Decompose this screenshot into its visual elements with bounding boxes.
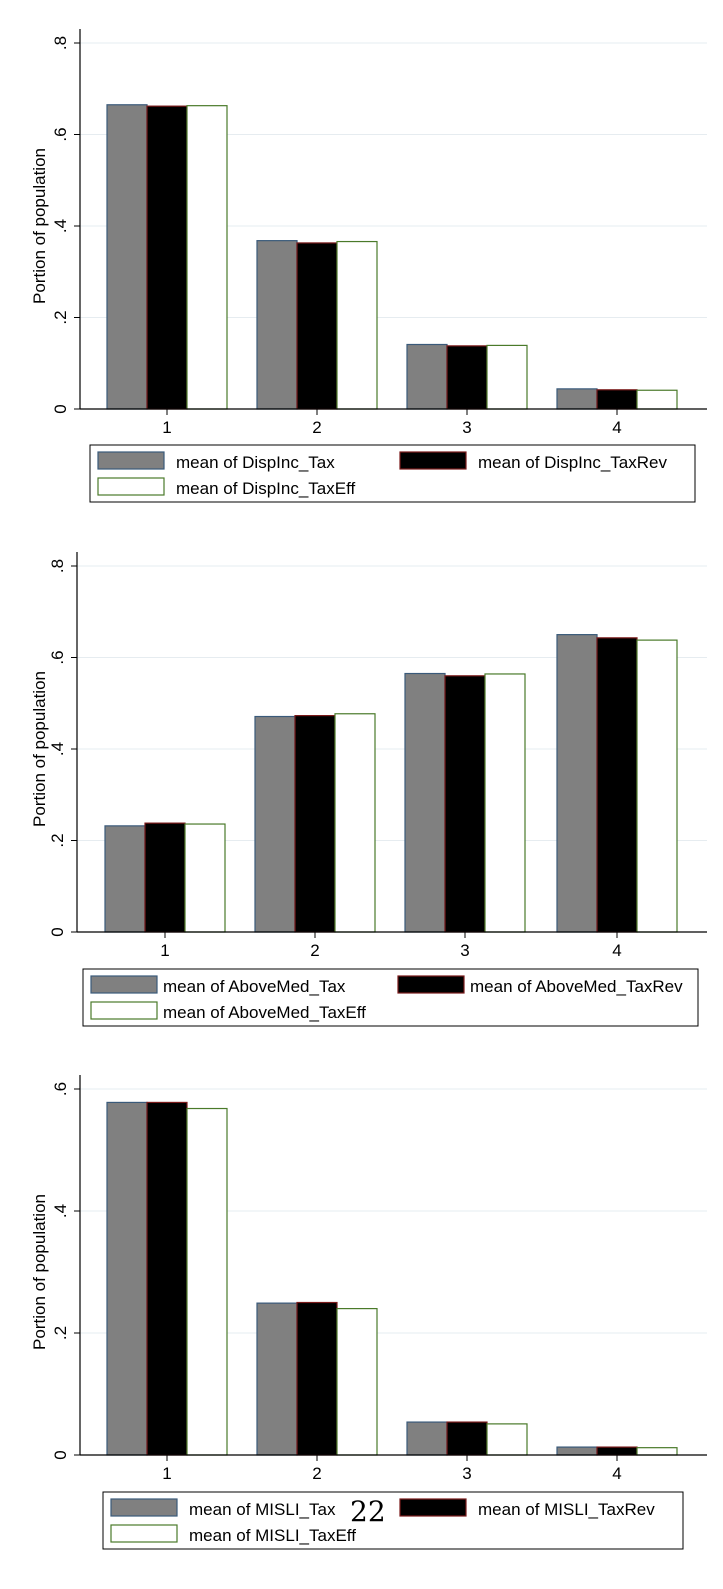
y-tick-label: .6 [51, 127, 70, 141]
y-axis-label: Portion of population [30, 671, 49, 827]
x-tick-label: 2 [310, 941, 319, 960]
bar-1-cat-4 [556, 388, 598, 410]
bar-2-cat-2 [296, 242, 338, 410]
legend-label: mean of AboveMed_Tax [163, 977, 346, 996]
y-tick-label: .6 [48, 650, 67, 664]
bar-3-cat-3 [486, 344, 528, 410]
bar-3-cat-4 [636, 1447, 678, 1456]
legend-label: mean of MISLI_TaxRev [478, 1500, 655, 1519]
legend-label: mean of AboveMed_TaxRev [470, 977, 683, 996]
legend-swatch [397, 975, 465, 994]
y-tick-label: 0 [51, 1450, 70, 1459]
bar-2-cat-4 [596, 1446, 638, 1456]
y-tick-label: .2 [51, 310, 70, 324]
legend-swatch [399, 451, 467, 470]
bar-1-cat-1 [104, 825, 146, 933]
legend-label: mean of MISLI_TaxEff [189, 1526, 356, 1545]
bar-2-cat-2 [294, 715, 336, 933]
bar-1-cat-2 [254, 715, 296, 933]
y-tick-label: 0 [51, 404, 70, 413]
x-tick-label: 3 [460, 941, 469, 960]
x-tick-label: 1 [160, 941, 169, 960]
x-tick-label: 2 [312, 1464, 321, 1483]
bar-2-cat-3 [446, 345, 488, 410]
y-tick-label: .8 [51, 36, 70, 50]
page-number: 22 [350, 1495, 386, 1528]
legend-label: mean of DispInc_Tax [176, 453, 335, 472]
bar-3-cat-2 [336, 240, 378, 410]
bar-1-cat-2 [256, 240, 298, 410]
x-tick-label: 4 [612, 418, 621, 437]
bar-2-cat-1 [144, 822, 186, 933]
y-tick-label: .4 [51, 219, 70, 233]
bar-3-cat-3 [486, 1423, 528, 1456]
legend-swatch [97, 451, 165, 470]
chart-3: 0 .2 .4 .6 Portion of population 1 2 3 4 mean of … [30, 1075, 707, 1550]
y-tick-label: .8 [48, 559, 67, 573]
legend-label: mean of DispInc_TaxRev [478, 453, 667, 472]
legend-box [89, 444, 696, 503]
bar-3-cat-4 [636, 639, 678, 933]
bar-2-cat-3 [446, 1421, 488, 1456]
legend: mean of MISLI_Tax mean of MISLI_TaxRevmea… [102, 1491, 684, 1550]
bar-2-cat-3 [444, 675, 486, 933]
bar-2-cat-1 [146, 1101, 188, 1456]
legend-swatch [90, 975, 158, 994]
bar-2-cat-1 [146, 105, 188, 410]
x-tick-label: 1 [162, 1464, 171, 1483]
bar-3-cat-2 [334, 713, 376, 933]
bar-1-cat-3 [406, 1421, 448, 1456]
y-axis-label: Portion of population [30, 1194, 49, 1350]
legend-swatch [110, 1524, 178, 1543]
x-tick-label: 3 [462, 418, 471, 437]
legend-swatch [110, 1498, 178, 1517]
legend-box [102, 1491, 684, 1550]
bar-1-cat-4 [556, 634, 598, 933]
legend-swatch [97, 477, 165, 496]
y-tick-label: .4 [48, 742, 67, 756]
legend-label: mean of DispInc_TaxEff [176, 479, 355, 498]
bar-3-cat-4 [636, 389, 678, 410]
x-tick-label: 4 [612, 941, 621, 960]
bar-1-cat-3 [406, 343, 448, 410]
bar-1-cat-3 [404, 672, 446, 933]
bar-3-cat-1 [186, 105, 228, 410]
x-tick-label: 3 [462, 1464, 471, 1483]
legend-label: mean of MISLI_Tax [189, 1500, 336, 1519]
bar-2-cat-2 [296, 1301, 338, 1456]
bar-3-cat-2 [336, 1307, 378, 1456]
y-axis-label: Portion of population [30, 148, 49, 304]
chart-2: 0 .2 .4 .6 .8 Portion of population 1 2 3 4 mean o… [30, 552, 707, 1027]
bar-1-cat-2 [256, 1302, 298, 1456]
y-tick-label: 0 [48, 927, 67, 936]
bar-2-cat-4 [596, 637, 638, 933]
legend-label: mean of AboveMed_TaxEff [163, 1003, 366, 1022]
bar-3-cat-3 [484, 673, 526, 933]
legend-swatch [90, 1001, 158, 1020]
bar-1-cat-4 [556, 1446, 598, 1456]
x-tick-label: 2 [312, 418, 321, 437]
x-tick-label: 1 [162, 418, 171, 437]
bar-1-cat-1 [106, 1101, 148, 1456]
y-tick-label: .2 [48, 833, 67, 847]
bar-3-cat-1 [186, 1107, 228, 1456]
bar-2-cat-4 [596, 389, 638, 410]
y-tick-label: .6 [51, 1082, 70, 1096]
bar-3-cat-1 [184, 823, 226, 933]
y-tick-label: .4 [51, 1204, 70, 1218]
y-tick-label: .2 [51, 1326, 70, 1340]
legend-swatch [399, 1498, 467, 1517]
legend-box [82, 968, 699, 1027]
x-tick-label: 4 [612, 1464, 621, 1483]
bar-1-cat-1 [106, 104, 148, 410]
chart-1: 0 .2 .4 .6 .8 Portion of population 1 2 3 4 mean o… [30, 29, 707, 503]
legend: mean of DispInc_Tax mean of DispInc_TaxRe… [89, 444, 696, 503]
